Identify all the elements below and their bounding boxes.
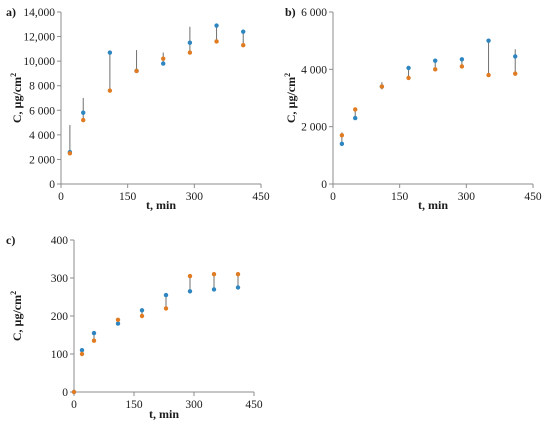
x-tick-label: 0 [330,191,336,203]
data-point-series-2 [81,117,86,123]
data-point-series-1 [353,115,358,121]
data-point-series-2 [459,64,465,69]
y-tick-label: 100 [51,349,69,361]
x-tick-label: 150 [119,191,137,203]
data-point-series-2 [79,351,85,357]
x-axis-label: t, min [146,198,176,212]
data-point-series-2 [91,338,97,343]
x-tick-label: 0 [71,399,77,411]
data-point-series-1 [79,348,85,353]
data-point-series-1 [115,321,121,326]
data-point-series-2 [107,88,113,93]
y-axis-label-superscript: 2 [283,73,292,77]
x-axis-label: t, min [418,198,448,212]
y-tick-label: 6 000 [301,7,327,19]
y-axis-label-text: C, µg/cm [10,295,24,341]
data-point-series-1 [513,54,518,59]
x-tick-label: 300 [458,191,476,203]
y-tick-label: 2 000 [29,154,55,166]
y-axis-label-superscript: 2 [9,73,18,77]
data-point-series-1 [214,23,219,28]
y-tick-label: 8 000 [29,81,55,93]
chart-panel-3: c) 0 100 200 300 400 0 150 300 450 t, min C, µg/cm2 [6,233,263,421]
data-point-series-1 [211,287,217,292]
y-axis-label-superscript: 2 [9,291,18,295]
data-point-series-2 [353,107,358,112]
x-tick-label: 450 [524,191,542,203]
y-axis-label: C, µg/cm2 [9,73,24,123]
x-tick-label: 300 [185,399,203,411]
data-point-series-2 [139,313,145,319]
data-point-series-1 [235,285,241,290]
panel-label: a) [6,5,16,19]
data-point-series-2 [134,68,139,74]
data-point-series-1 [139,308,145,313]
data-point-series-2 [486,72,491,78]
data-point-series-1 [241,29,246,34]
y-tick-label: 0 [62,387,68,399]
y-axis-label: C, µg/cm2 [283,73,298,123]
data-point-series-2 [235,272,241,277]
data-point-series-2 [187,273,193,279]
y-tick-label: 10,000 [23,56,55,68]
x-tick-label: 300 [186,191,204,203]
data-point-series-2 [433,67,438,72]
data-point-series-1 [91,330,97,336]
data-point-series-2 [67,151,73,156]
data-point-series-1 [433,58,438,63]
data-point-series-2 [406,75,411,81]
data-point-series-1 [163,292,169,298]
data-point-series-2 [211,272,217,277]
data-point-series-2 [513,71,518,76]
y-tick-label: 400 [51,235,69,247]
data-point-series-2 [214,39,219,44]
y-axis-label-text: C, µg/cm [10,77,24,123]
data-point-series-1 [81,110,86,115]
y-tick-label: 4 000 [301,64,327,76]
data-point-series-1 [107,50,113,55]
y-tick-label: 14,000 [23,7,55,19]
x-tick-label: 0 [58,191,64,203]
x-tick-label: 150 [125,399,143,411]
chart-panel-2: b) 0 2 000 4 000 6 000 0 150 300 450 t, min C, µg/… [283,5,542,212]
x-tick-label: 450 [252,191,270,203]
y-tick-label: 200 [51,311,69,323]
chart-panel-1: a) 0 2 000 4 000 6 000 8 000 10,000 12,000 14,00… [6,5,270,212]
data-point-series-2 [163,306,169,311]
y-axis-label-text: C, µg/cm [284,77,298,123]
data-point-series-1 [406,65,411,71]
data-point-series-1 [187,40,193,45]
data-point-series-1 [459,57,465,62]
data-point-series-2 [187,50,193,55]
data-point-series-2 [241,42,246,48]
y-tick-label: 12,000 [23,32,55,44]
panel-label: c) [6,233,15,247]
data-point-series-2 [339,133,345,138]
data-point-series-1 [161,61,166,66]
y-tick-label: 2 000 [301,122,327,134]
data-point-series-2 [161,56,166,61]
y-tick-label: 0 [321,179,327,191]
x-axis-label: t, min [149,407,179,421]
x-tick-label: 150 [391,191,409,203]
y-tick-label: 300 [51,273,69,285]
x-tick-label: 450 [245,399,263,411]
data-point-series-2 [379,84,385,89]
data-point-series-1 [339,141,345,147]
y-tick-label: 4 000 [29,130,55,142]
y-tick-label: 6 000 [29,105,55,117]
data-point-series-1 [486,38,491,43]
y-axis-label: C, µg/cm2 [9,291,24,341]
y-tick-label: 0 [49,179,55,191]
data-point-series-2 [71,389,77,395]
data-point-series-2 [115,317,121,322]
panel-label: b) [285,5,296,19]
data-point-series-1 [187,289,193,294]
